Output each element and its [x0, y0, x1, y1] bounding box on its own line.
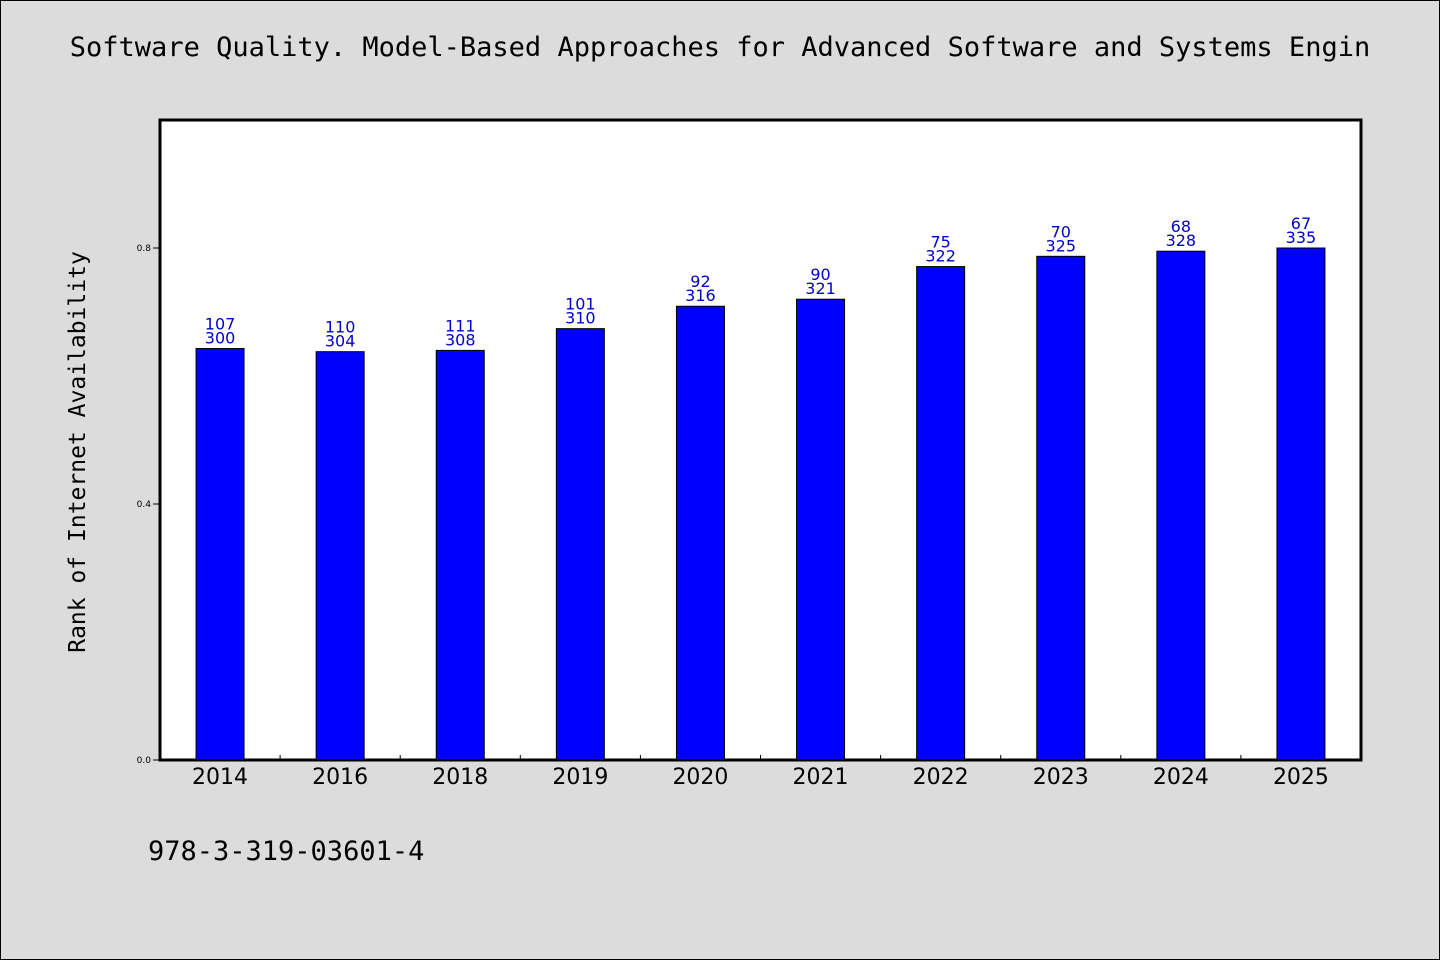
data-label-bottom: 321: [805, 279, 836, 298]
x-tick-label: 2014: [192, 765, 248, 790]
y-tick-label: 0.8: [137, 244, 152, 254]
data-label-bottom: 300: [205, 328, 236, 347]
x-tick-label: 2020: [672, 765, 728, 790]
data-label-top: 92: [690, 272, 710, 291]
data-label-top: 107: [205, 314, 236, 333]
x-tick-label: 2024: [1153, 765, 1209, 790]
data-label-bottom: 316: [685, 286, 716, 305]
bar: [796, 298, 846, 761]
bar: [1276, 247, 1326, 761]
x-tick-label: 2021: [793, 765, 849, 790]
data-label-bottom: 322: [925, 247, 956, 266]
y-tick-label: 0.0: [137, 756, 152, 766]
x-tick-label: 2023: [1033, 765, 1089, 790]
data-label-top: 67: [1291, 214, 1311, 233]
data-label-top: 101: [565, 295, 596, 314]
data-label-bottom: 335: [1286, 228, 1317, 247]
data-label-bottom: 325: [1045, 236, 1076, 255]
data-label-bottom: 328: [1166, 231, 1197, 250]
y-tick-label: 0.4: [137, 500, 152, 510]
x-tick-label: 2019: [552, 765, 608, 790]
bar: [916, 266, 966, 761]
bar: [195, 347, 245, 761]
isbn-label: 978-3-319-03601-4: [148, 836, 425, 867]
bar: [675, 305, 725, 761]
x-tick-label: 2016: [312, 765, 368, 790]
x-tick-label: 2025: [1273, 765, 1329, 790]
data-label-top: 70: [1051, 222, 1071, 241]
data-label-top: 75: [930, 233, 950, 252]
chart-title: Software Quality. Model-Based Approaches…: [69, 32, 1371, 63]
data-label-top: 111: [445, 316, 476, 335]
data-label-bottom: 310: [565, 309, 596, 328]
x-tick-label: 2018: [432, 765, 488, 790]
bar: [435, 349, 485, 761]
bar: [1036, 255, 1086, 761]
data-label-top: 90: [810, 265, 830, 284]
data-label-bottom: 304: [325, 332, 356, 351]
data-label-top: 110: [325, 318, 356, 337]
bar: [555, 328, 605, 761]
bar: [315, 351, 365, 761]
x-tick-label: 2022: [913, 765, 969, 790]
data-label-bottom: 308: [445, 330, 476, 349]
y-axis-label: Rank of Internet Availability: [65, 251, 91, 653]
data-label-top: 68: [1171, 217, 1191, 236]
bar: [1156, 250, 1206, 761]
